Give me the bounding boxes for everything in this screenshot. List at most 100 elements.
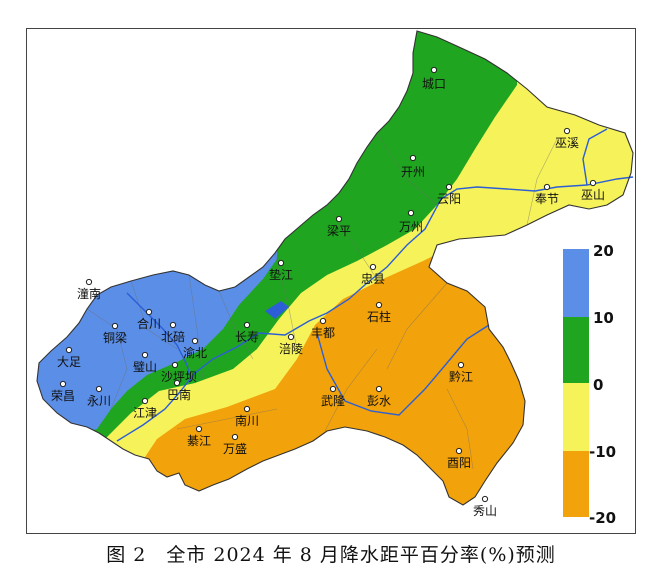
- city-yunyang: 云阳: [437, 183, 461, 206]
- city-dot-icon: [369, 263, 377, 271]
- wu-river: [316, 324, 490, 416]
- city-banan: 巴南: [167, 379, 191, 402]
- city-label: 黔江: [449, 369, 473, 384]
- city-dot-icon: [457, 361, 465, 369]
- city-label: 江津: [133, 406, 157, 420]
- city-dot-icon: [171, 361, 179, 369]
- city-wuxi: 巫溪: [555, 127, 579, 150]
- city-tongliang: 铜梁: [103, 322, 127, 345]
- city-xiushan: 秀山: [473, 495, 497, 518]
- northeast-river: [582, 128, 608, 186]
- city-label: 南川: [235, 413, 259, 428]
- city-rongchang: 荣昌: [51, 380, 75, 403]
- city-beibei: 北碚: [161, 321, 185, 344]
- city-dot-icon: [563, 127, 571, 135]
- city-label: 武隆: [321, 393, 345, 408]
- city-label: 巴南: [167, 387, 191, 402]
- city-liangping: 梁平: [327, 215, 351, 238]
- city-label: 涪陵: [279, 341, 303, 356]
- city-label: 北碚: [161, 329, 185, 344]
- rivers: [116, 128, 634, 442]
- city-wulong: 武隆: [321, 385, 345, 408]
- lake-icon: [265, 301, 289, 319]
- city-label: 綦江: [187, 434, 211, 448]
- city-yongchuan: 永川: [87, 385, 111, 408]
- jialing-river: [126, 292, 192, 382]
- city-label: 云阳: [437, 192, 461, 206]
- city-dot-icon: [169, 321, 177, 329]
- city-dot-icon: [430, 66, 438, 74]
- county-boundaries: [86, 132, 558, 470]
- city-kaizhou: 开州: [401, 154, 425, 179]
- city-dot-icon: [445, 183, 453, 191]
- city-label: 梁平: [327, 223, 351, 238]
- figure-caption: 图 2 全市 2024 年 8 月降水距平百分率(%)预测: [106, 544, 556, 566]
- city-dot-icon: [111, 322, 119, 330]
- city-dot-icon: [329, 385, 337, 393]
- zone-minus10-to-0: [37, 31, 633, 505]
- city-dot-icon: [455, 447, 463, 455]
- city-dot-icon: [141, 397, 149, 405]
- city-hechuan: 合川: [137, 308, 161, 331]
- city-youyang: 酉阳: [447, 447, 471, 470]
- city-changshou: 长寿: [235, 321, 259, 344]
- city-dianjiang: 垫江: [269, 259, 293, 282]
- yangtze-river: [116, 176, 634, 442]
- city-label: 璧山: [133, 359, 157, 374]
- legend-tick-minus20: -20: [589, 509, 616, 527]
- city-qijiang: 綦江: [187, 425, 211, 448]
- city-label: 秀山: [473, 504, 497, 518]
- city-wushan: 巫山: [581, 179, 605, 202]
- city-label: 奉节: [535, 192, 559, 206]
- city-label: 铜梁: [103, 330, 127, 345]
- map-frame: 20 10 0 -10 -20 城口 巫溪 开州 奉节 巫山 云阳 万州 梁平 垫江 忠县 石柱 丰都…: [26, 28, 636, 534]
- city-label: 巫溪: [555, 136, 579, 150]
- city-dot-icon: [335, 215, 343, 223]
- city-dot-icon: [59, 380, 67, 388]
- city-label: 长寿: [235, 330, 259, 344]
- city-label: 沙坪坝: [161, 370, 197, 384]
- legend-tick-minus10: -10: [589, 443, 616, 461]
- city-qianjiang: 黔江: [449, 361, 473, 384]
- city-label: 合川: [137, 316, 161, 331]
- legend-tick-20: 20: [593, 242, 614, 260]
- city-dot-icon: [141, 351, 149, 359]
- city-dot-icon: [277, 259, 285, 267]
- city-dot-icon: [243, 405, 251, 413]
- legend-tick-0: 0: [593, 376, 603, 394]
- city-dot-icon: [481, 495, 489, 503]
- city-dot-icon: [195, 425, 203, 433]
- city-dot-icon: [319, 317, 327, 325]
- city-chengkou: 城口: [422, 66, 446, 91]
- city-label: 酉阳: [447, 456, 471, 470]
- city-label: 开州: [401, 165, 425, 179]
- city-dot-icon: [589, 179, 597, 187]
- city-bishan: 璧山: [133, 351, 157, 374]
- legend-tick-10: 10: [593, 309, 614, 327]
- city-yubei: 渝北: [183, 337, 207, 360]
- city-dot-icon: [409, 154, 417, 162]
- legend-bin-above-10: [563, 249, 589, 317]
- city-label: 垫江: [269, 267, 293, 282]
- city-label: 丰都: [311, 326, 335, 340]
- city-fengjie: 奉节: [535, 183, 559, 206]
- city-label: 永川: [87, 394, 111, 408]
- city-dot-icon: [191, 337, 199, 345]
- legend-bin-below-minus10: [563, 451, 589, 517]
- legend-bin-minus10-to-0: [563, 383, 589, 451]
- city-fengdu: 丰都: [311, 317, 335, 340]
- city-dot-icon: [173, 379, 181, 387]
- city-shizhu: 石柱: [367, 301, 391, 324]
- city-label: 万州: [399, 220, 423, 234]
- city-tongnan: 潼南: [77, 278, 101, 301]
- city-dot-icon: [145, 308, 153, 316]
- city-dot-icon: [231, 433, 239, 441]
- city-dot-icon: [543, 183, 551, 191]
- city-wansheng: 万盛: [223, 433, 247, 456]
- city-label: 渝北: [183, 345, 207, 360]
- city-fuling: 涪陵: [279, 333, 303, 356]
- city-wanzhou: 万州: [399, 209, 423, 234]
- city-dot-icon: [407, 209, 415, 217]
- city-label: 荣昌: [51, 389, 75, 403]
